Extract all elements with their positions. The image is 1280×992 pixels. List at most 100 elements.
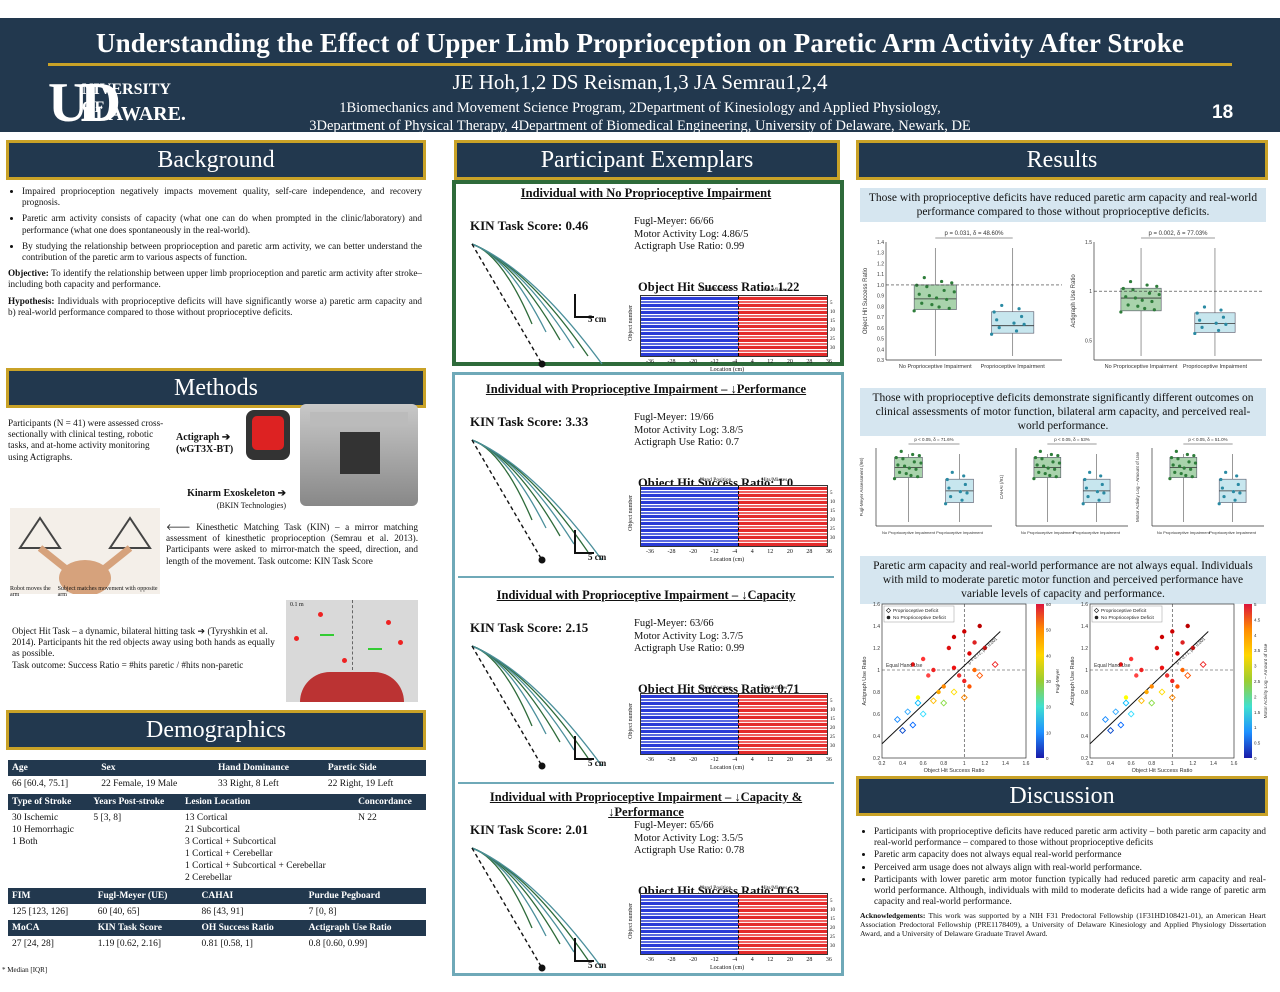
data-point — [1176, 457, 1180, 461]
data-point — [917, 292, 921, 296]
data-point — [1238, 491, 1242, 495]
data-point — [1224, 470, 1228, 474]
plot-area — [881, 603, 1027, 759]
y-axis-label: Fugl-Meyer Assessment (/66) — [859, 457, 864, 516]
tick-label: 30 — [830, 744, 835, 749]
kin-task-description: 🡐 Kinesthetic Matching Task (KIN) – a mi… — [166, 522, 418, 566]
category-label: No Proprioceptive Impairment — [882, 530, 936, 535]
table-header: Years Post-stroke — [89, 794, 182, 810]
data-point — [995, 318, 999, 322]
data-point — [1088, 470, 1092, 474]
tick-label: 1.4 — [1210, 761, 1217, 767]
data-point — [990, 332, 994, 336]
data-point — [949, 494, 953, 499]
data-point — [1131, 288, 1135, 292]
legend-marker — [1093, 607, 1100, 614]
data-point — [916, 475, 920, 479]
tick-label: 1.6 — [1081, 602, 1088, 608]
discussion-bullets: Participants with proprioceptive deficit… — [860, 826, 1266, 907]
tick-label: 1.2 — [981, 761, 988, 767]
legend — [883, 605, 955, 623]
data-point-deficit — [1122, 699, 1130, 707]
data-point-deficit — [1101, 716, 1109, 723]
data-point — [1147, 291, 1152, 295]
tick-label: 4.5 — [1254, 617, 1261, 622]
data-point-no-deficit — [1159, 665, 1165, 670]
heatmap-y-label: Object number — [628, 305, 634, 341]
table-cell: 60 [40, 65] — [97, 907, 140, 917]
data-point — [1054, 475, 1058, 479]
data-point-deficit — [1184, 672, 1192, 679]
data-point — [1099, 474, 1103, 478]
data-point — [1081, 502, 1085, 506]
results-heading: Results — [856, 140, 1268, 180]
hypothesis: Hypothesis: Individuals with propriocept… — [8, 295, 423, 317]
data-point — [1049, 452, 1053, 457]
discussion-heading: Discussion — [856, 776, 1268, 816]
tick-label: 1.4 — [1002, 761, 1009, 767]
data-point — [1136, 304, 1140, 308]
poster-title: Understanding the Effect of Upper Limb P… — [96, 28, 1184, 58]
data-point — [992, 310, 996, 314]
tick-label: -20 — [689, 549, 698, 555]
table-header: MoCA — [8, 920, 94, 936]
tick-label: 20 — [1046, 705, 1052, 710]
scale-bar-label: 5 cm — [588, 758, 607, 768]
data-point-deficit — [1117, 721, 1125, 729]
actigraph-label: Actigraph ➔ (wGT3X-BT) — [176, 432, 234, 455]
tick-label: -12 — [710, 549, 719, 555]
tick-label: 60 — [1046, 602, 1052, 607]
data-point — [920, 301, 924, 305]
tick-label: 0.7 — [877, 315, 884, 321]
object-hit-heatmap — [640, 295, 828, 357]
table-header: Sex — [97, 760, 215, 776]
data-point-deficit — [1112, 708, 1120, 716]
heatmap-y-ticks: 5 10 15 20 25 30 — [830, 489, 835, 543]
data-point-deficit — [899, 727, 907, 734]
tick-label: 4 — [750, 549, 754, 555]
tick-label: 1.2 — [873, 646, 880, 652]
data-point — [944, 502, 948, 506]
data-point-no-deficit — [1164, 673, 1170, 678]
background-bullets: Impaired proprioception negatively impac… — [8, 186, 422, 263]
tick-label: 0 — [1046, 756, 1049, 761]
data-point-no-deficit — [1149, 684, 1154, 689]
tick-label: 1.4 — [1081, 624, 1088, 630]
data-point-no-deficit — [951, 665, 957, 670]
legend-marker — [885, 607, 892, 614]
kin-task-score: KIN Task Score: 2.01 — [470, 822, 589, 837]
data-point-deficit — [909, 721, 917, 729]
data-point — [947, 306, 951, 310]
discussion-bullet: Participants with lower paretic arm moto… — [874, 874, 1266, 908]
trajectory-plot — [471, 645, 603, 770]
table-cell: 22 Female, 19 Male — [101, 779, 178, 789]
tick-label: 5 — [830, 699, 833, 704]
clinical-scores: Fugl-Meyer: 65/66 Motor Activity Log: 3.5… — [634, 820, 745, 856]
tick-label: 1.6 — [1231, 761, 1238, 767]
data-point — [1220, 486, 1225, 490]
data-point — [1083, 477, 1087, 482]
data-point-no-deficit — [1175, 684, 1180, 689]
tick-label: 4 — [750, 957, 754, 963]
data-point — [1202, 305, 1207, 309]
scale-bar-label: 5 cm — [588, 960, 607, 970]
object-hit-heatmap — [640, 893, 828, 955]
table-header: OH Success Ratio — [197, 920, 305, 936]
data-point — [1193, 461, 1198, 465]
tick-label: -4 — [732, 957, 738, 963]
data-point-no-deficit — [1190, 645, 1196, 651]
tick-label: 0.6 — [877, 326, 884, 332]
data-point — [1048, 473, 1052, 478]
data-point-no-deficit — [967, 651, 972, 656]
data-point — [965, 491, 969, 495]
table-cell: 22 Right, 19 Left — [327, 779, 394, 789]
data-point — [1084, 486, 1089, 490]
heatmap-y-label: Object number — [628, 703, 634, 739]
tick-label: 50 — [1046, 628, 1052, 633]
tick-label: 1 — [877, 668, 880, 674]
table-header: Purdue Pegboard — [304, 888, 426, 904]
data-point-deficit — [1137, 697, 1145, 705]
exemplars-heading: Participant Exemplars — [454, 140, 840, 180]
data-point — [1035, 463, 1039, 467]
tick-label: 5 — [830, 491, 833, 496]
